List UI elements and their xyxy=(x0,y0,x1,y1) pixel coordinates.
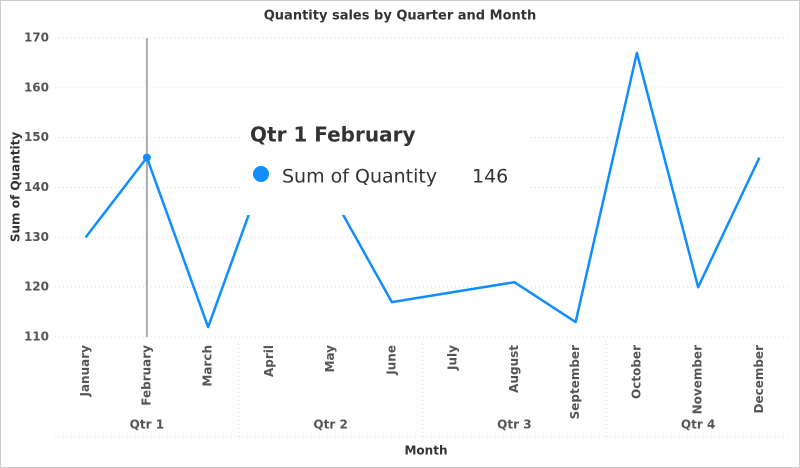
x-tick-label: January xyxy=(78,345,92,398)
quarter-label: Qtr 1 xyxy=(130,418,164,432)
line xyxy=(84,51,761,329)
x-tick-label: June xyxy=(384,345,398,376)
quarter-label: Qtr 4 xyxy=(681,418,715,432)
y-tick-label: 140 xyxy=(24,180,49,194)
y-axis-label: Sum of Quantity xyxy=(9,132,23,242)
quarter-label: Qtr 2 xyxy=(313,418,347,432)
highlight-point xyxy=(142,153,151,162)
y-tick-label: 150 xyxy=(24,130,49,144)
x-tick-label: September xyxy=(568,345,582,419)
y-tick-label: 130 xyxy=(24,230,49,244)
tooltip: Qtr 1 February Sum of Quantity 146 xyxy=(240,110,530,215)
tooltip-value: 146 xyxy=(472,166,508,188)
y-tick-label: 160 xyxy=(24,80,49,94)
x-tick-label: February xyxy=(139,345,153,406)
x-tick-label: August xyxy=(507,345,521,393)
tooltip-swatch xyxy=(253,166,269,182)
quarter-label: Qtr 3 xyxy=(497,418,531,432)
x-tick-label: May xyxy=(323,345,337,373)
tooltip-box xyxy=(240,110,530,215)
y-tick-label: 170 xyxy=(24,31,49,45)
x-tick-label: December xyxy=(752,345,766,414)
y-tick-label: 120 xyxy=(24,280,49,294)
y-tick-label: 110 xyxy=(24,330,49,344)
x-tick-label: July xyxy=(446,345,460,371)
x-tick-label: October xyxy=(629,345,643,399)
tooltip-title: Qtr 1 February xyxy=(250,123,416,147)
x-tick-label: November xyxy=(691,345,705,414)
x-tick-label: April xyxy=(262,345,276,377)
x-tick-label: March xyxy=(201,345,215,387)
x-axis-label: Month xyxy=(404,444,447,458)
chart-title: Quantity sales by Quarter and Month xyxy=(264,9,536,24)
tooltip-label: Sum of Quantity xyxy=(282,166,437,188)
